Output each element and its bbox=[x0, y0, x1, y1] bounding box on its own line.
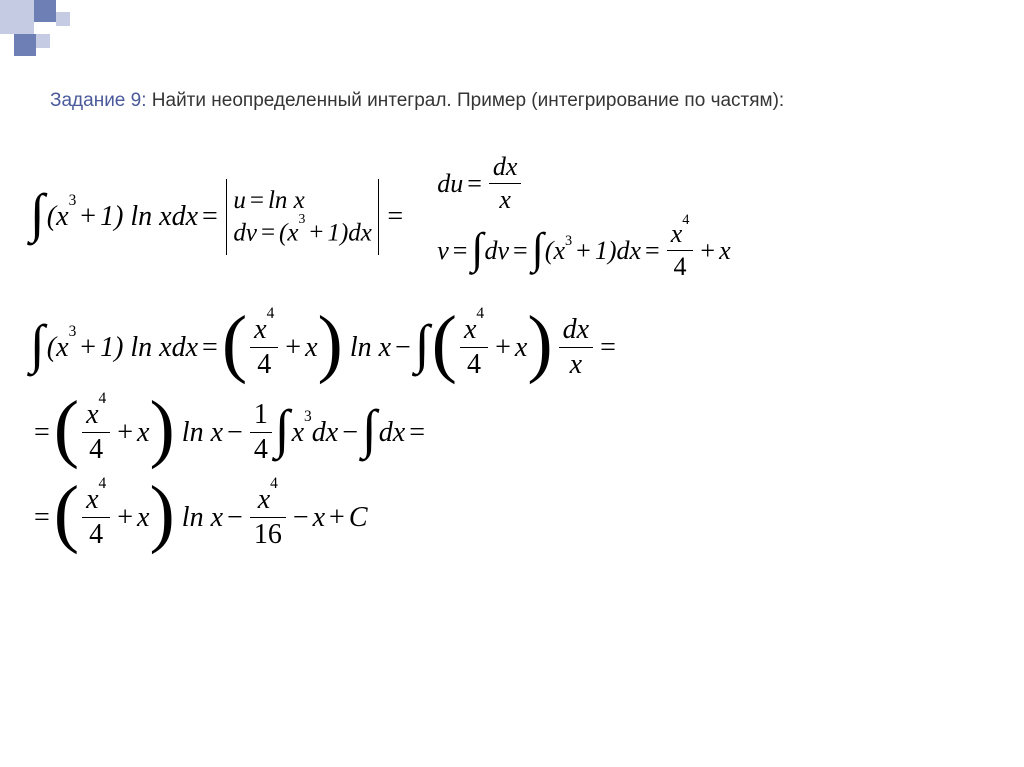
expr: ln x− bbox=[175, 417, 247, 449]
expr: x3dx− bbox=[292, 417, 362, 449]
expr: ln x− bbox=[175, 502, 247, 534]
equals: = bbox=[387, 201, 403, 233]
integral-sign: ∫ bbox=[275, 408, 290, 451]
equation-row-1: ∫ (x3+1) ln xdx= u=ln x dv=(x3+1)dx = du… bbox=[30, 150, 994, 284]
slide-title: Задание 9: Найти неопределенный интеграл… bbox=[50, 90, 784, 112]
equation-row-4: = ( x44 +x ) ln x− x416 −x+C bbox=[30, 484, 994, 551]
title-accent: Задание 9: bbox=[50, 90, 147, 111]
expr: ln x− bbox=[343, 332, 415, 364]
integral-sign: ∫ bbox=[362, 408, 377, 451]
du-expr: du= dxx bbox=[437, 152, 730, 215]
math-content: ∫ (x3+1) ln xdx= u=ln x dv=(x3+1)dx = du… bbox=[30, 150, 994, 569]
equation-row-3: = ( x44 +x ) ln x− 14 ∫ x3dx− ∫ dx= bbox=[30, 399, 994, 466]
sub-dv: dv=(x3+1)dx bbox=[233, 219, 372, 247]
integral-sign: ∫ bbox=[415, 323, 430, 366]
integral-sign: ∫ bbox=[30, 192, 45, 235]
title-rest: Найти неопределенный интеграл. Пример (и… bbox=[147, 90, 785, 111]
determinant-bar bbox=[226, 179, 228, 255]
expr: dx= bbox=[379, 417, 429, 449]
v-expr: v= ∫dv= ∫(x3+1)dx= x44 +x bbox=[437, 219, 730, 282]
expr: (x3+1) ln xdx= bbox=[47, 201, 222, 233]
substitution-results: du= dxx v= ∫dv= ∫(x3+1)dx= x44 +x bbox=[437, 150, 730, 284]
equation-row-2: ∫ (x3+1) ln xdx= ( x44 +x ) ln x− ∫ ( x4… bbox=[30, 314, 994, 381]
substitution-box: u=ln x dv=(x3+1)dx bbox=[233, 185, 372, 249]
integral-sign: ∫ bbox=[30, 323, 45, 366]
expr: (x3+1) ln xdx= bbox=[47, 332, 222, 364]
determinant-bar bbox=[378, 179, 380, 255]
